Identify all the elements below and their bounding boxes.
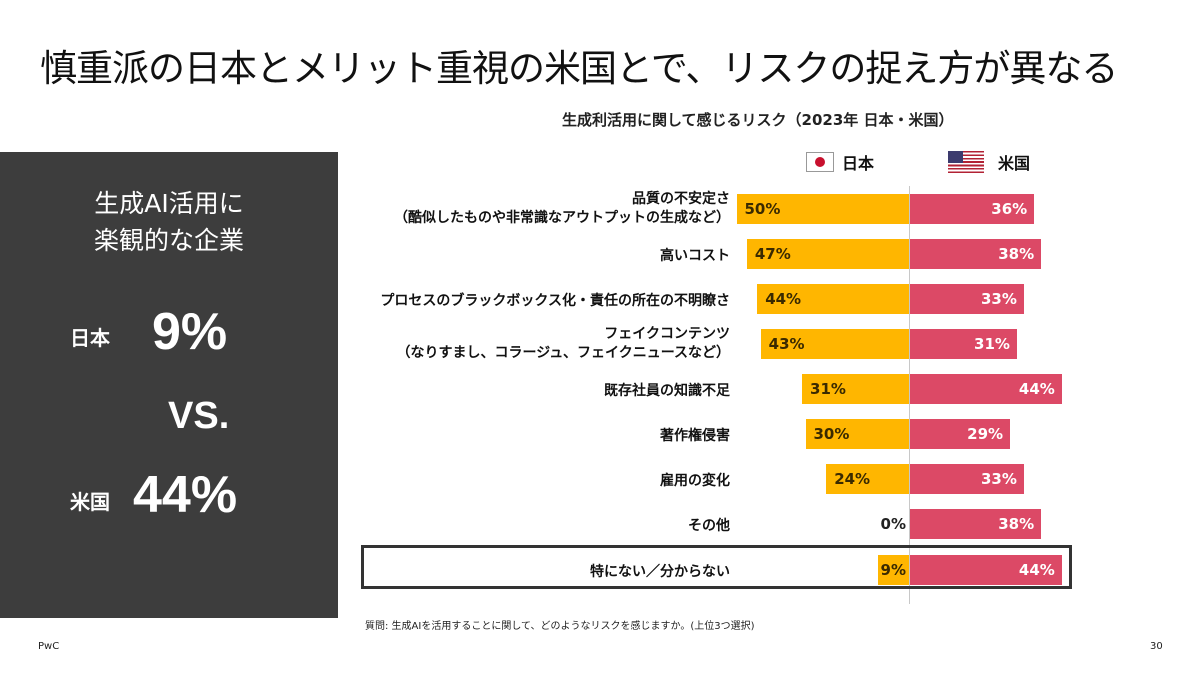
us-bar: [910, 329, 1017, 359]
legend-japan-label: 日本: [842, 154, 875, 173]
japan-optimism-value: 9%: [152, 303, 228, 361]
us-bar: [910, 194, 1035, 224]
us-label: 米国: [70, 490, 110, 514]
us-value-label: 36%: [991, 200, 1028, 218]
us-value-label: 44%: [1018, 380, 1055, 398]
japan-flag-icon: [806, 152, 834, 172]
page-number: 30: [1150, 641, 1163, 652]
category-label-line: 品質の不安定さ: [632, 191, 730, 207]
japan-value-label: 9%: [880, 561, 906, 579]
japan-value-label: 24%: [834, 470, 871, 488]
category-label-line: その他: [688, 517, 730, 534]
us-value-label: 38%: [998, 515, 1035, 533]
category-label: その他: [688, 517, 730, 536]
japan-bar: [760, 329, 909, 359]
highlight-box: [361, 545, 1072, 589]
japan-bar: [736, 194, 909, 224]
japan-bar: [802, 374, 909, 404]
japan-value-label: 31%: [810, 380, 846, 398]
category-label: フェイクコンテンツ （なりすまし、コラージュ、フェイクニュースなど）: [397, 325, 730, 363]
category-label: 高いコスト: [660, 247, 730, 266]
page-title: 慎重派の日本とメリット重視の米国とで、リスクの捉え方が異なる: [40, 47, 1118, 90]
legend-japan: 日本: [806, 150, 874, 174]
japan-label: 日本: [70, 326, 110, 350]
summary-heading-line2: 楽観的な企業: [93, 226, 244, 255]
category-label-line: （酷似したものや非常識なアウトプットの生成など）: [394, 210, 730, 226]
summary-heading: 生成AI活用に 楽観的な企業: [0, 185, 338, 259]
us-value-label: 38%: [998, 245, 1035, 263]
category-label-line: 雇用の変化: [660, 472, 730, 489]
japan-bar: [826, 464, 909, 494]
us-bar: [910, 239, 1042, 269]
us-bar: [910, 374, 1062, 404]
japan-value-label: 47%: [754, 245, 791, 263]
brand-label: PwC: [38, 641, 60, 652]
japan-bar: [746, 239, 909, 269]
japan-value-label: 44%: [765, 290, 802, 308]
japan-value-label: 30%: [813, 425, 850, 443]
category-label-line: フェイクコンテンツ: [604, 326, 730, 342]
us-value-label: 33%: [980, 470, 1017, 488]
us-bar: [910, 284, 1024, 314]
category-label: 既存社員の知識不足: [604, 382, 730, 401]
versus-label: VS.: [168, 395, 230, 437]
survey-question-footnote: 質問: 生成AIを活用することに関して、どのようなリスクを感じますか。(上位3つ…: [365, 621, 755, 632]
japan-value-label: 50%: [744, 200, 781, 218]
category-label: プロセスのブラックボックス化・責任の所在の不明瞭さ: [380, 292, 730, 311]
summary-heading-line1: 生成AI活用に: [94, 189, 244, 218]
us-bar: [910, 509, 1042, 539]
us-bar: [910, 419, 1011, 449]
category-label-line: 特にない／分からない: [590, 563, 730, 580]
us-bar: [910, 464, 1024, 494]
us-value-label: 31%: [974, 335, 1010, 353]
japan-bar: [757, 284, 909, 314]
category-label-line: 既存社員の知識不足: [604, 382, 730, 399]
japan-value-label: 0%: [880, 515, 906, 533]
us-value-label: 29%: [967, 425, 1004, 443]
category-label: 雇用の変化: [660, 472, 730, 491]
summary-panel: 生成AI活用に 楽観的な企業 日本 9% VS. 米国 44%: [0, 152, 338, 618]
category-label-line: 高いコスト: [660, 247, 730, 264]
category-label-line: プロセスのブラックボックス化・責任の所在の不明瞭さ: [380, 292, 730, 309]
us-flag-icon: [948, 151, 984, 173]
us-value-label: 33%: [980, 290, 1017, 308]
japan-value-label: 43%: [768, 335, 805, 353]
japan-bar: [805, 419, 909, 449]
center-axis-line: [909, 186, 910, 604]
legend-us-label: 米国: [998, 154, 1031, 173]
us-value-label: 44%: [1018, 561, 1055, 579]
category-label-line: 著作権侵害: [660, 427, 730, 444]
category-label-line: （なりすまし、コラージュ、フェイクニュースなど）: [396, 345, 730, 361]
category-label: 著作権侵害: [660, 427, 730, 446]
chart-title: 生成利活用に関して感じるリスク（2023年 日本・米国）: [562, 111, 954, 129]
legend-us: 米国: [948, 150, 1030, 174]
category-label: 品質の不安定さ （酷似したものや非常識なアウトプットの生成など）: [394, 190, 730, 228]
us-bar: [910, 555, 1062, 585]
category-label: 特にない／分からない: [590, 563, 730, 582]
japan-bar: [877, 555, 909, 585]
us-optimism-value: 44%: [133, 466, 238, 524]
